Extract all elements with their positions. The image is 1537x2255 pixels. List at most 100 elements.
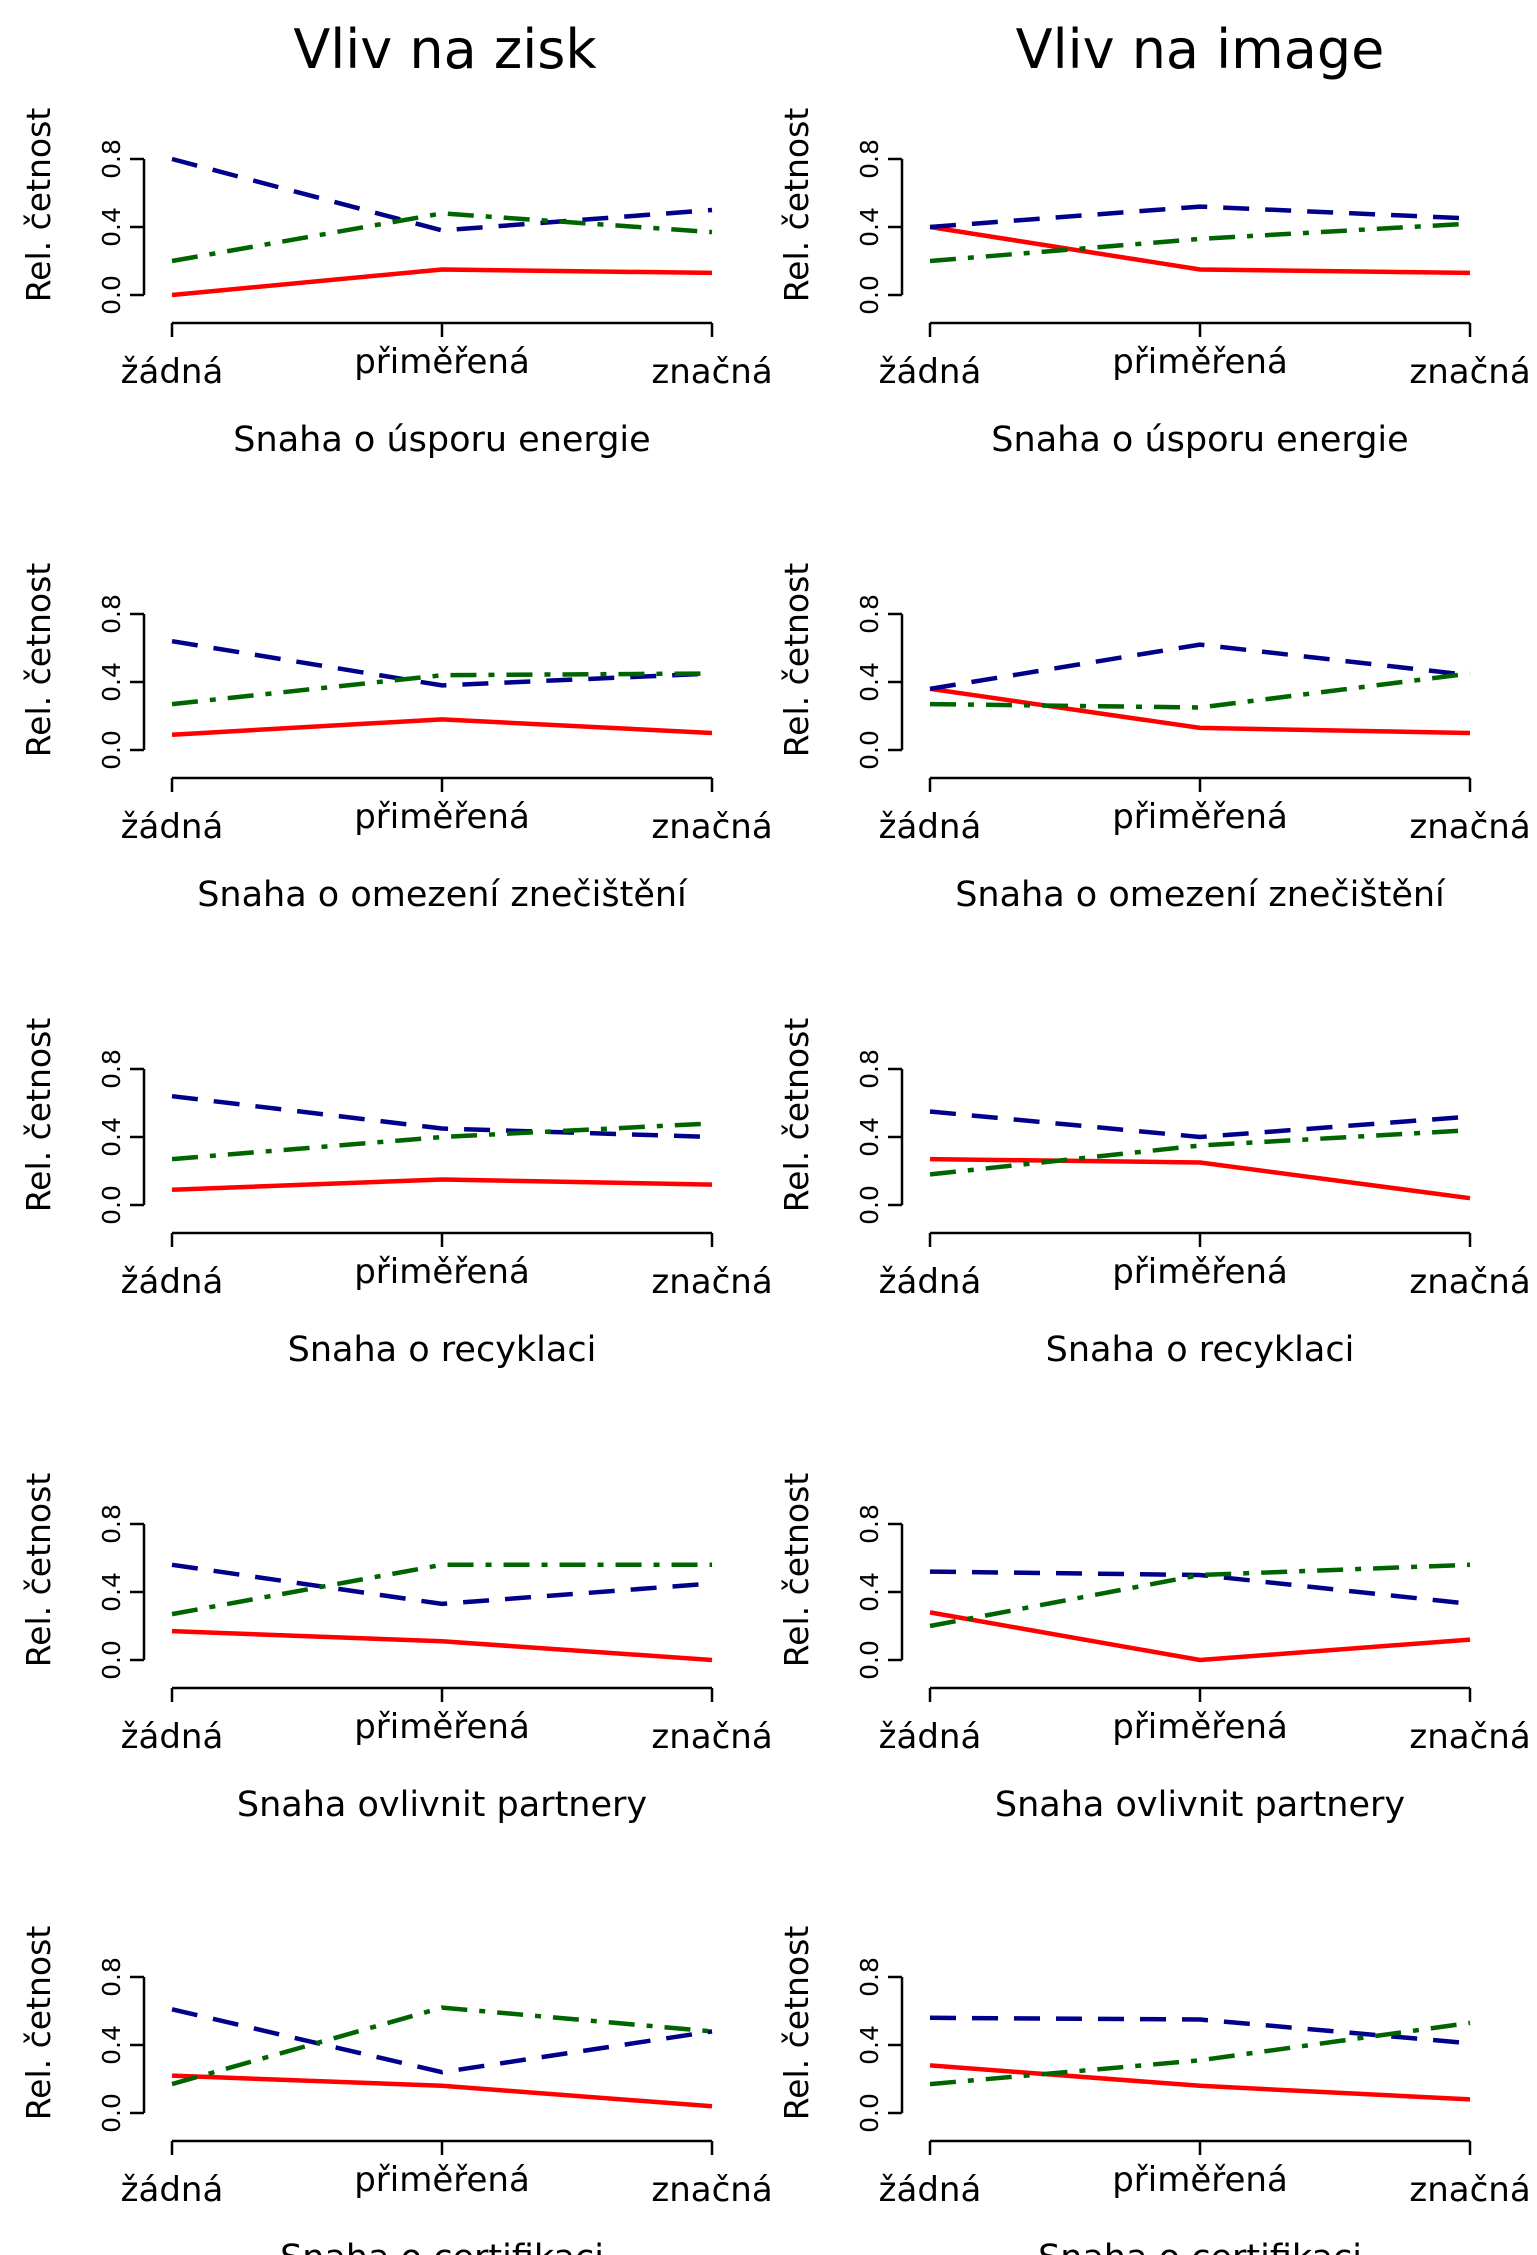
x-tick-label: značná [1409, 1262, 1530, 1302]
series-line-red [929, 1610, 1471, 1663]
x-tick-label: žádná [121, 352, 224, 392]
y-tick-label: 0.8 [97, 594, 126, 634]
x-tick-label: přiměřená [354, 1707, 530, 1747]
y-tick-label: 0.0 [97, 730, 126, 770]
x-axis-label: Snaha o recyklaci [288, 1330, 597, 1370]
series-line-blue [171, 1093, 713, 1140]
x-axis-label: Snaha o úsporu energie [991, 420, 1408, 460]
y-tick-label: 0.0 [97, 1640, 126, 1680]
y-tick-label: 0.0 [855, 2093, 884, 2133]
series-line-green [171, 211, 713, 264]
y-axis-label: Rel. četnost [777, 1018, 816, 1213]
subplot-2-image: 0.0 0.4 0.8 Rel. četnost žádná přiměřená značn… [777, 563, 1531, 915]
y-axis-label: Rel. četnost [777, 1473, 816, 1668]
series-line-green [929, 1562, 1471, 1629]
subplot-5-profit: 0.0 0.4 0.8 Rel. četnost žádná přiměřená značn… [19, 1926, 773, 2255]
subplot-1-image: 0.0 0.4 0.8 Rel. četnost žádná přiměřená značn… [777, 108, 1531, 460]
y-tick-label: 0.8 [855, 1049, 884, 1089]
y-axis-label: Rel. četnost [19, 108, 58, 303]
x-axis-label: Snaha o certifikaci [1038, 2238, 1362, 2255]
series-line-green [929, 221, 1471, 264]
x-tick-label: značná [651, 2170, 772, 2210]
subplot-1-profit: 0.0 0.4 0.8 Rel. četnost žádná přiměřená značn… [19, 108, 773, 460]
y-tick-label: 0.4 [855, 2025, 884, 2065]
y-tick-label: 0.0 [855, 730, 884, 770]
subplot-2-profit: 0.0 0.4 0.8 Rel. četnost žádná přiměřená značn… [19, 563, 773, 915]
x-tick-label: značná [1409, 1717, 1530, 1757]
column-title-profit: Vliv na zisk [293, 18, 597, 81]
series-line-red [929, 686, 1471, 736]
y-axis-label: Rel. četnost [19, 1926, 58, 2121]
y-axis-label: Rel. četnost [19, 1018, 58, 1213]
x-tick-label: značná [1409, 352, 1530, 392]
x-tick-label: přiměřená [1112, 2160, 1288, 2200]
y-axis-label: Rel. četnost [777, 563, 816, 758]
y-tick-label: 0.4 [97, 207, 126, 247]
y-axis-label: Rel. četnost [19, 1473, 58, 1668]
x-tick-label: přiměřená [1112, 1252, 1288, 1292]
y-tick-label: 0.8 [97, 1957, 126, 1997]
y-tick-label: 0.4 [97, 1117, 126, 1157]
y-tick-label: 0.4 [97, 1572, 126, 1612]
x-tick-label: žádná [121, 1717, 224, 1757]
series-line-red [171, 1628, 713, 1663]
y-axis-label: Rel. četnost [19, 563, 58, 758]
y-tick-label: 0.8 [97, 1504, 126, 1544]
series-line-green [929, 2020, 1471, 2087]
y-tick-label: 0.8 [855, 594, 884, 634]
x-tick-label: přiměřená [354, 797, 530, 837]
x-tick-label: žádná [121, 2170, 224, 2210]
series-line-green [929, 671, 1471, 710]
subplot-5-image: 0.0 0.4 0.8 Rel. četnost žádná přiměřená značn… [777, 1926, 1531, 2255]
y-tick-label: 0.8 [855, 1957, 884, 1997]
x-axis-label: Snaha o certifikaci [280, 2238, 604, 2255]
series-line-red [171, 717, 713, 737]
x-tick-label: značná [651, 352, 772, 392]
series-line-blue [171, 2007, 713, 2075]
subplot-3-profit: 0.0 0.4 0.8 Rel. četnost žádná přiměřená značn… [19, 1018, 773, 1370]
y-tick-label: 0.4 [855, 207, 884, 247]
series-line-blue [929, 1569, 1471, 1607]
series-line-blue [929, 204, 1471, 230]
series-line-red [171, 267, 713, 298]
x-tick-label: žádná [879, 2170, 982, 2210]
x-tick-label: značná [651, 807, 772, 847]
x-tick-label: žádná [879, 807, 982, 847]
y-tick-label: 0.8 [855, 1504, 884, 1544]
y-tick-label: 0.0 [97, 275, 126, 315]
x-axis-label: Snaha o omezení znečištění [955, 875, 1446, 915]
x-axis-label: Snaha ovlivnit partnery [237, 1785, 647, 1825]
y-axis-label: Rel. četnost [777, 1926, 816, 2121]
x-tick-label: žádná [121, 807, 224, 847]
y-tick-label: 0.0 [855, 1640, 884, 1680]
series-line-red [171, 2073, 713, 2109]
x-tick-label: přiměřená [1112, 1707, 1288, 1747]
y-tick-label: 0.4 [97, 662, 126, 702]
series-line-green [171, 1121, 713, 1162]
column-title-image: Vliv na image [1015, 18, 1385, 81]
y-tick-label: 0.0 [855, 275, 884, 315]
series-line-red [171, 1177, 713, 1192]
series-line-blue [171, 1562, 713, 1607]
y-tick-label: 0.4 [855, 662, 884, 702]
x-tick-label: značná [651, 1262, 772, 1302]
x-tick-label: přiměřená [1112, 797, 1288, 837]
x-tick-label: přiměřená [354, 1252, 530, 1292]
x-tick-label: přiměřená [354, 2160, 530, 2200]
x-axis-label: Snaha ovlivnit partnery [995, 1785, 1405, 1825]
subplot-4-profit: 0.0 0.4 0.8 Rel. četnost žádná přiměřená značn… [19, 1473, 773, 1825]
series-line-blue [929, 1109, 1471, 1140]
x-tick-label: žádná [879, 1262, 982, 1302]
series-line-green [171, 1562, 712, 1617]
series-line-red [929, 1156, 1471, 1201]
x-tick-label: žádná [121, 1262, 224, 1302]
y-tick-label: 0.0 [97, 2093, 126, 2133]
series-line-blue [929, 2015, 1471, 2046]
y-tick-label: 0.0 [855, 1185, 884, 1225]
series-line-green [171, 2005, 713, 2087]
y-tick-label: 0.4 [855, 1117, 884, 1157]
y-tick-label: 0.4 [97, 2025, 126, 2065]
subplot-3-image: 0.0 0.4 0.8 Rel. četnost žádná přiměřená značn… [777, 1018, 1531, 1370]
x-tick-label: značná [651, 1717, 772, 1757]
